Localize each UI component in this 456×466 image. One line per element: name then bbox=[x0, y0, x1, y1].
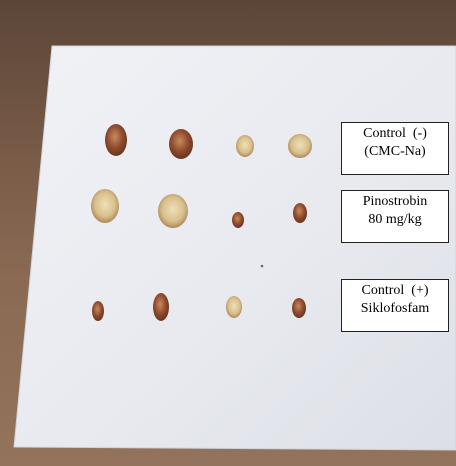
specimen bbox=[232, 212, 244, 228]
specimen bbox=[158, 194, 188, 228]
specimen bbox=[226, 296, 242, 318]
paper-sheet bbox=[13, 45, 456, 451]
specimen bbox=[105, 124, 127, 156]
specimen-row-2 bbox=[91, 189, 307, 228]
specimen bbox=[91, 189, 119, 223]
specimen bbox=[292, 298, 306, 318]
label-line: Control (+) bbox=[361, 283, 429, 298]
specimen bbox=[169, 129, 193, 159]
label-control-positive: Control (+) Siklofosfam bbox=[341, 279, 449, 332]
specimen bbox=[153, 293, 169, 321]
label-line: 80 mg/kg bbox=[368, 212, 422, 227]
label-pinostrobin: Pinostrobin 80 mg/kg bbox=[341, 190, 449, 243]
specimen-row-1 bbox=[105, 124, 312, 159]
label-line: Pinostrobin bbox=[362, 194, 428, 209]
specimen bbox=[92, 301, 104, 321]
specimen-row-3 bbox=[92, 293, 306, 321]
label-control-negative: Control (-) (CMC-Na) bbox=[341, 122, 449, 175]
specimen bbox=[293, 203, 307, 223]
label-line: (CMC-Na) bbox=[364, 144, 426, 159]
label-line: Control (-) bbox=[363, 126, 427, 141]
specimen bbox=[236, 135, 254, 157]
label-line: Siklofosfam bbox=[360, 301, 430, 316]
specimen bbox=[288, 134, 312, 158]
